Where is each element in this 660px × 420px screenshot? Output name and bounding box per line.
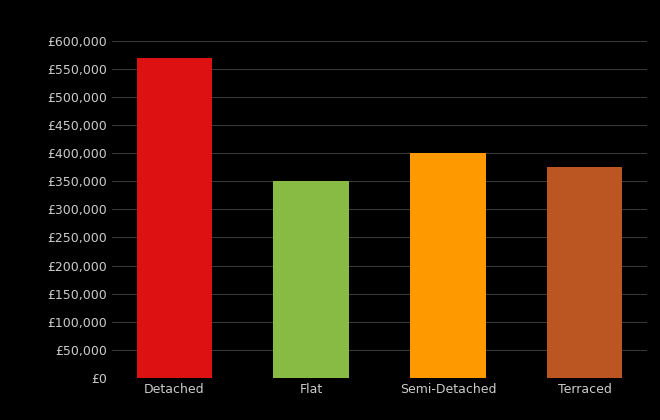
Bar bbox=[137, 58, 212, 378]
Bar bbox=[547, 167, 622, 378]
Bar bbox=[411, 153, 486, 378]
Bar bbox=[273, 181, 348, 378]
